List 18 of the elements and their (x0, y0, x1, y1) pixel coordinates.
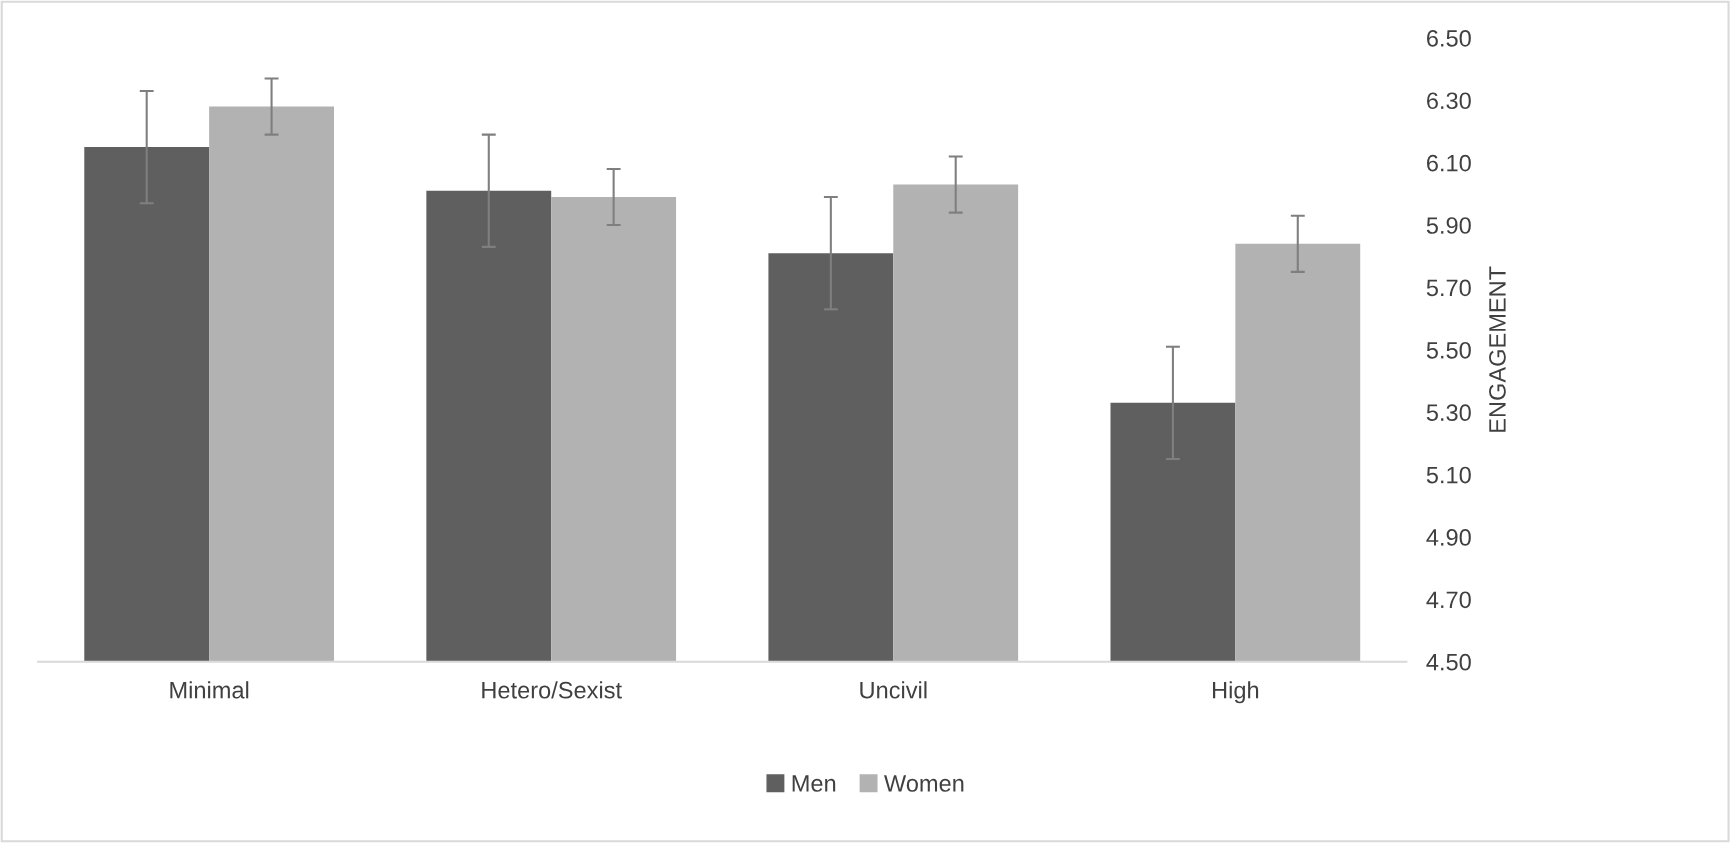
y-tick-label: 6.50 (1427, 30, 1471, 47)
y-tick-label: 5.10 (1426, 466, 1471, 484)
x-tick-label: Hetero/Sexist (482, 681, 622, 699)
y-axis-title: ENGAGEMENT (1489, 266, 1506, 432)
y-tick-label: 5.90 (1426, 217, 1471, 234)
y-tick-label: 4.70 (1426, 591, 1471, 609)
y-tick-label: 5.30 (1426, 404, 1471, 422)
y-tick-label: 5.50 (1426, 341, 1471, 359)
x-tick-label: Uncivil (860, 681, 927, 699)
y-tick-label: 5.70 (1426, 279, 1471, 297)
y-tick-label: 4.50 (1426, 653, 1471, 671)
legend-label: Women (884, 775, 964, 792)
y-tick-label: 6.30 (1427, 92, 1471, 110)
x-tick-label: High (1213, 681, 1259, 704)
legend-label: Men (792, 775, 836, 792)
y-tick-label: 6.10 (1427, 154, 1471, 172)
y-tick-label: 4.90 (1426, 529, 1471, 546)
x-tick-label: Minimal (170, 681, 249, 699)
